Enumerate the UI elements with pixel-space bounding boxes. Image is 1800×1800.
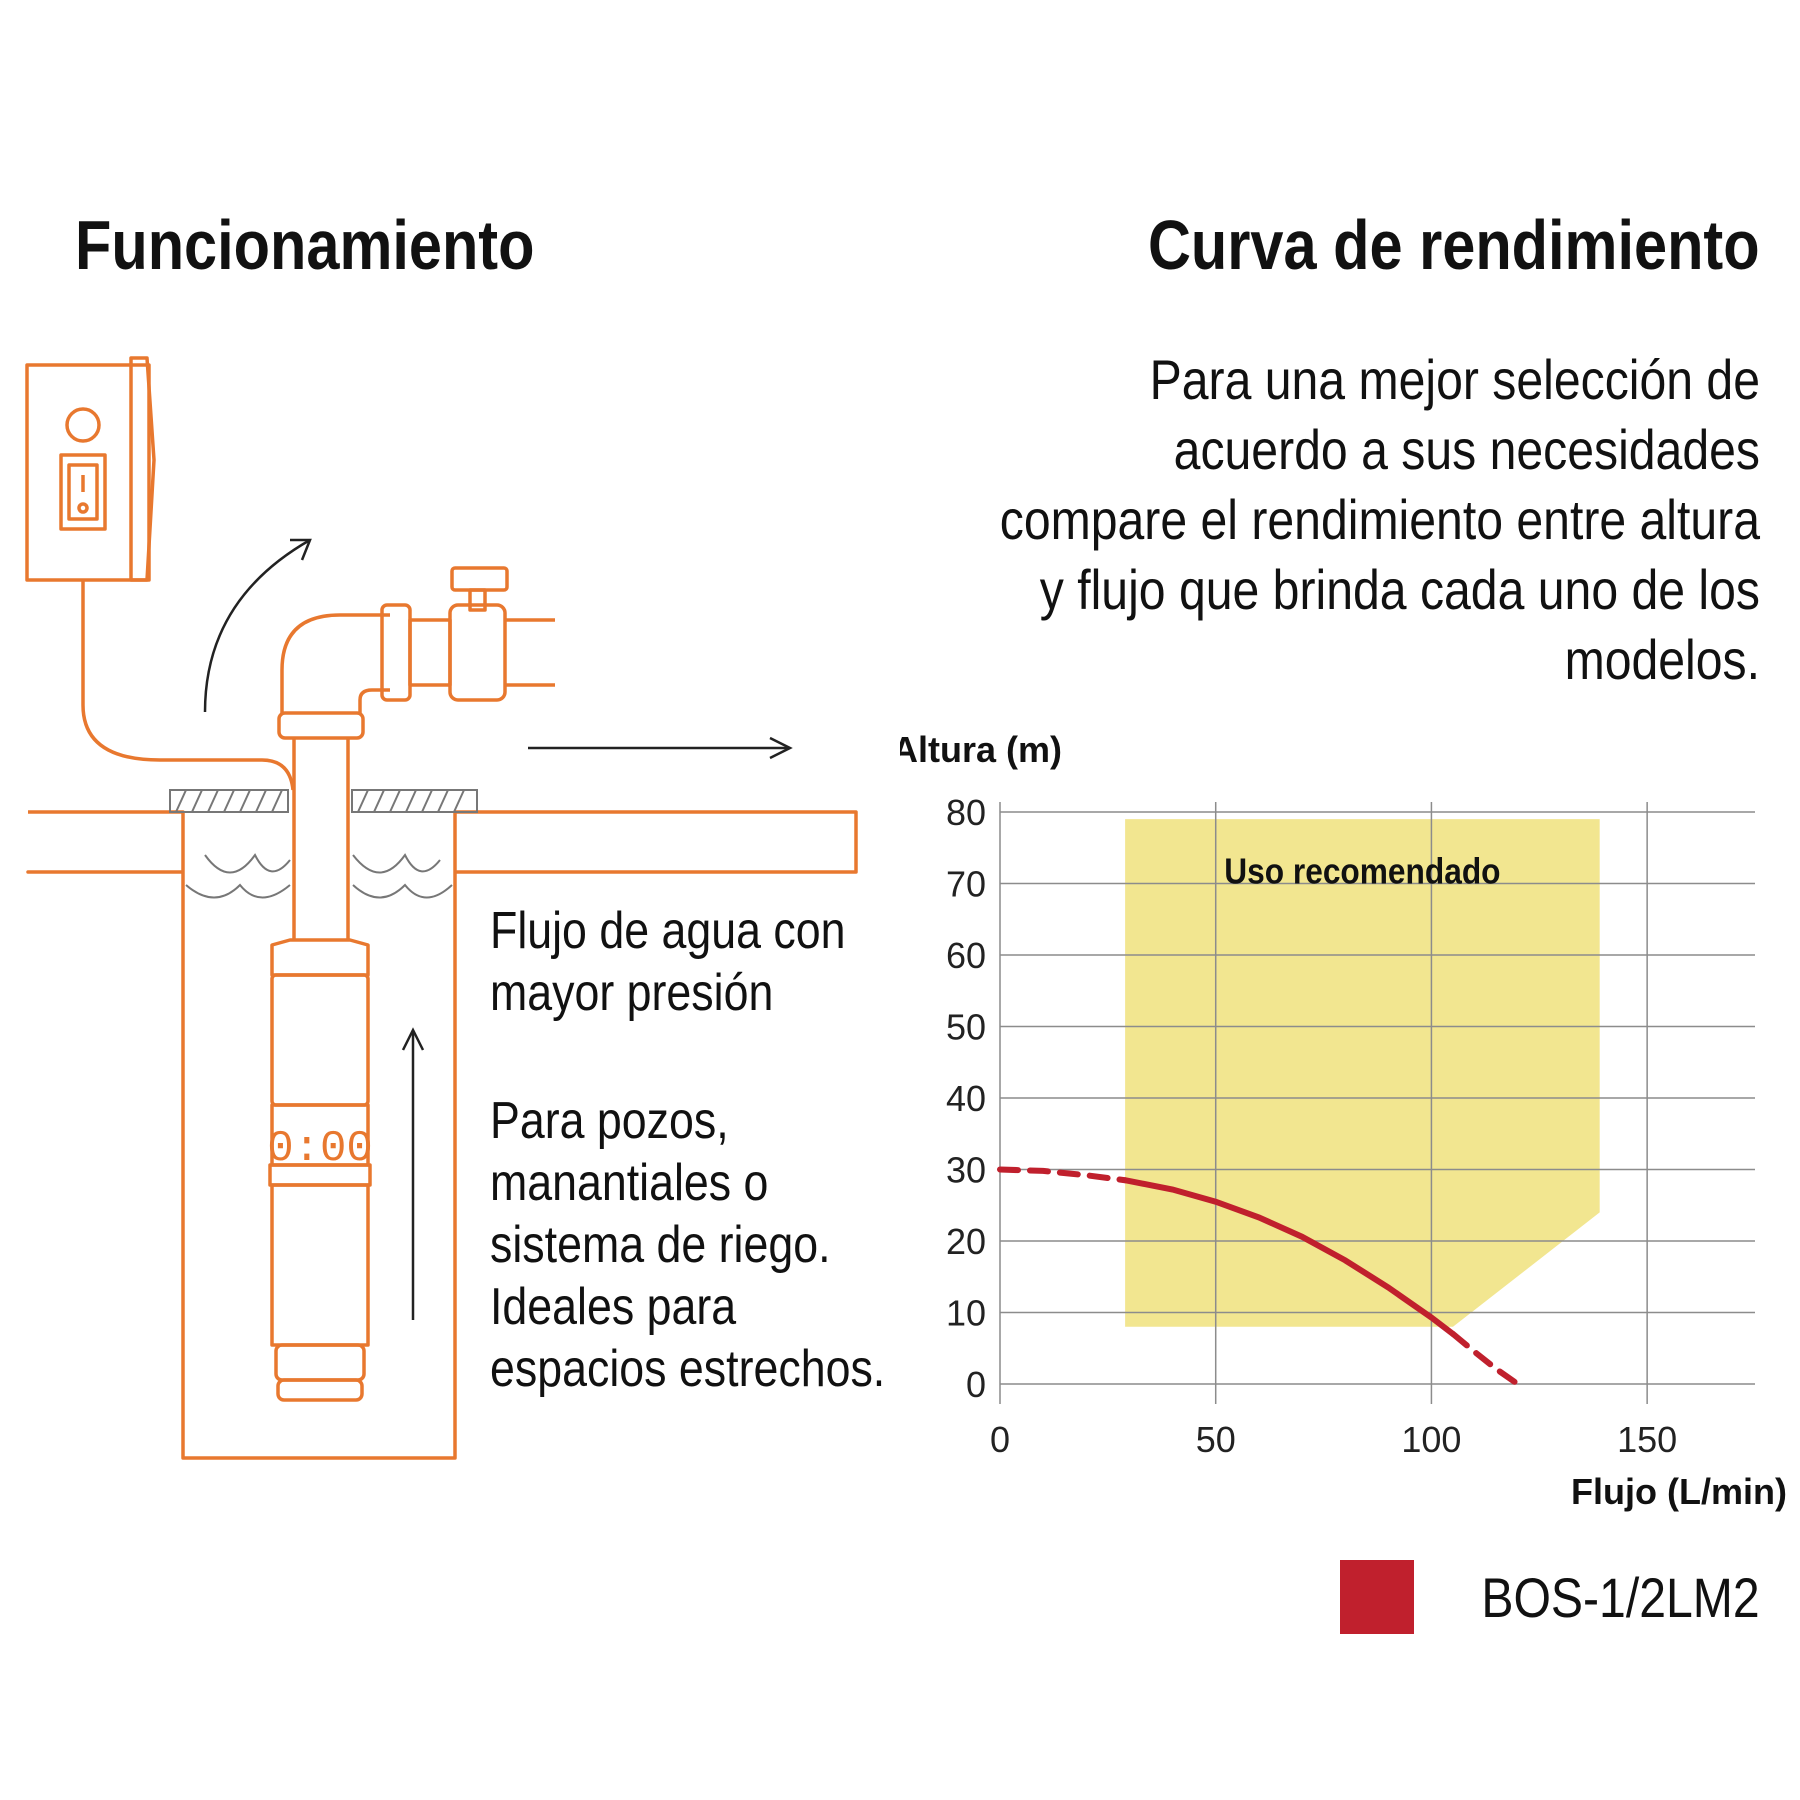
riser-pipe bbox=[292, 738, 350, 940]
power-cable bbox=[81, 580, 295, 791]
x-tick-label: 50 bbox=[1196, 1419, 1236, 1460]
valve-handle-icon bbox=[450, 566, 509, 592]
ground bbox=[26, 810, 858, 1460]
flow-text: Flujo de agua con mayor presión bbox=[490, 902, 846, 1022]
y-tick-label: 20 bbox=[946, 1221, 986, 1262]
recommended-zone bbox=[1125, 819, 1600, 1327]
legend-swatch bbox=[1340, 1560, 1415, 1634]
pump-body bbox=[270, 973, 370, 1107]
power-indicator-icon bbox=[65, 407, 101, 443]
x-tick-label: 150 bbox=[1617, 1419, 1677, 1460]
water-waves bbox=[185, 853, 453, 899]
x-tick-label: 100 bbox=[1401, 1419, 1461, 1460]
valve-body bbox=[448, 603, 507, 702]
y-tick-label: 30 bbox=[946, 1150, 986, 1191]
y-tick-label: 80 bbox=[946, 792, 986, 833]
pipe-coupling bbox=[380, 603, 412, 702]
y-tick-label: 50 bbox=[946, 1007, 986, 1048]
series-curve-dashed-start bbox=[997, 1166, 1129, 1184]
x-tick-label: 0 bbox=[990, 1419, 1010, 1460]
performance-chart: Uso recomendado 0 10 20 30 40 50 60 70 80 0 50 100 15… bbox=[900, 730, 1787, 1512]
ground-slab-right bbox=[351, 789, 478, 813]
series-curve-dashed-end bbox=[1450, 1330, 1521, 1387]
y-axis-label: Altura (m) bbox=[900, 730, 1062, 770]
right-title: Curva de rendimiento bbox=[1148, 206, 1760, 284]
uses-text: Para pozos, manantiales o sistema de rie… bbox=[490, 1092, 886, 1398]
y-tick-label: 60 bbox=[946, 935, 986, 976]
legend-label: BOS-1/2LM2 bbox=[1481, 1565, 1760, 1629]
y-tick-label: 0 bbox=[966, 1364, 986, 1405]
pump-display: 0:00 bbox=[267, 1124, 373, 1174]
pipe-collar bbox=[277, 711, 365, 740]
elbow-pipe bbox=[280, 613, 390, 713]
control-box bbox=[25, 363, 151, 582]
switch-icon bbox=[59, 453, 107, 531]
zone-label: Uso recomendado bbox=[1224, 852, 1500, 892]
control-box-side bbox=[129, 356, 156, 582]
outlet-pipe bbox=[505, 618, 555, 687]
y-tick-label: 10 bbox=[946, 1293, 986, 1334]
x-axis-label: Flujo (L/min) bbox=[1571, 1471, 1787, 1512]
y-tick-label: 40 bbox=[946, 1078, 986, 1119]
curved-arrow-icon bbox=[203, 538, 311, 713]
y-tick-label: 70 bbox=[946, 864, 986, 905]
ground-slab-left bbox=[169, 789, 289, 813]
series-curve bbox=[1122, 1177, 1456, 1337]
pump-illustration: 0:00 bbox=[25, 356, 858, 1460]
legend: BOS-1/2LM2 bbox=[1340, 1560, 1760, 1634]
intro-paragraph: Para una mejor selección de acuerdo a su… bbox=[999, 348, 1760, 691]
left-title: Funcionamiento bbox=[75, 206, 535, 284]
pump-top bbox=[270, 938, 370, 977]
